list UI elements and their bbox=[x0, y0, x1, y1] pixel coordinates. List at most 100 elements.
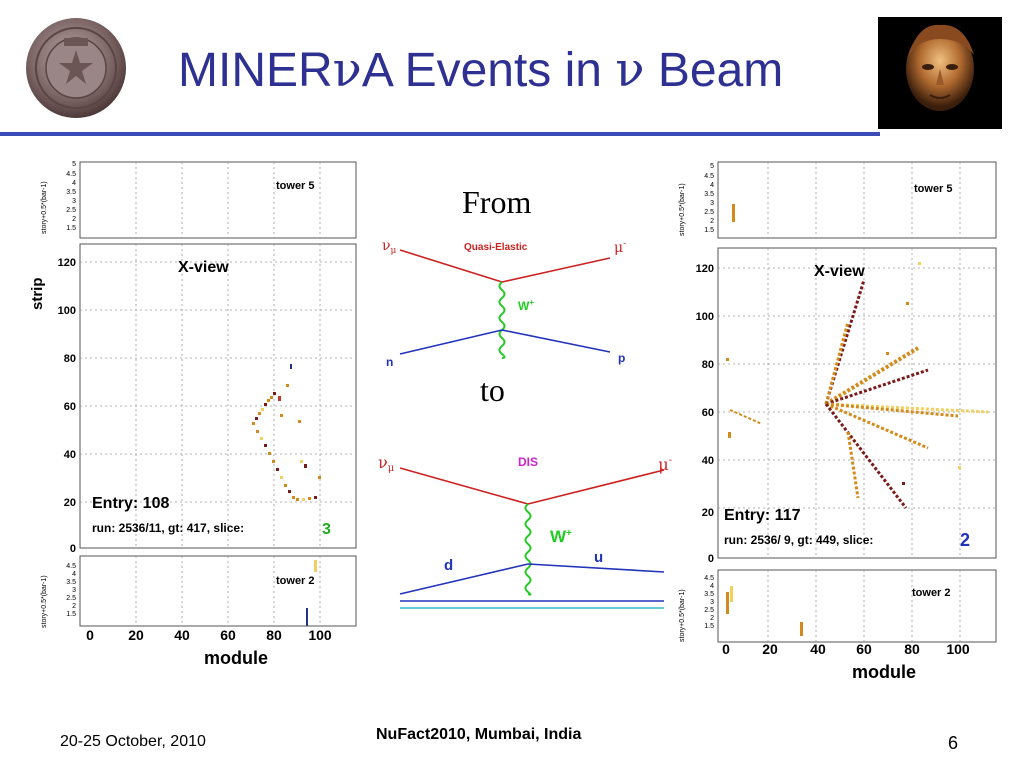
right-bottom-tower-frame bbox=[717, 569, 997, 643]
left-strip-tick: 60 bbox=[64, 401, 76, 413]
right-top-tick: 4 bbox=[710, 182, 714, 189]
left-strip-tick: 120 bbox=[58, 257, 76, 269]
right-bottom-tick: 4.5 bbox=[704, 575, 714, 582]
left-bottom-tick: 2.5 bbox=[66, 595, 76, 602]
left-top-tick: 2.5 bbox=[66, 207, 76, 214]
qe-nu: νμ bbox=[382, 238, 397, 256]
right-event-hits bbox=[726, 262, 989, 509]
left-bottom-tick: 4 bbox=[72, 571, 76, 578]
from-label: From bbox=[462, 184, 532, 220]
right-strip-tick: 80 bbox=[702, 359, 714, 371]
right-top-tick: 3 bbox=[710, 200, 714, 207]
right-bottom-tick: 3.5 bbox=[704, 591, 714, 598]
right-top-tick: 3.5 bbox=[704, 191, 714, 198]
right-tower-bottom-label: tower 2 bbox=[912, 587, 951, 599]
right-top-tick: 2 bbox=[710, 218, 714, 225]
left-strip-tick: 0 bbox=[70, 543, 76, 555]
right-bottom-tick: 4 bbox=[710, 583, 714, 590]
dis-w: W+ bbox=[550, 527, 572, 546]
dis-feynman-diagram: DIS νμ μ- W+ d u bbox=[378, 453, 672, 609]
qe-n: n bbox=[386, 355, 393, 369]
left-story-label-bottom: story+0.5*(bar-1) bbox=[41, 575, 48, 628]
dis-d: d bbox=[444, 557, 453, 574]
qe-feynman-diagram: Quasi-Elastic νμ μ- W+ n p bbox=[382, 238, 626, 369]
left-bottom-tick: 1.5 bbox=[66, 611, 76, 618]
left-module-tick: 0 bbox=[86, 627, 94, 643]
left-event-display: story+0.5*(bar-1) 5 4.5 4 3.5 3 2.5 2 1.… bbox=[29, 161, 357, 668]
left-slice-value: 3 bbox=[322, 521, 331, 538]
footer-page-number: 6 bbox=[948, 733, 959, 753]
left-top-tick: 5 bbox=[72, 161, 76, 168]
dis-label: DIS bbox=[518, 455, 538, 469]
qe-mu: μ- bbox=[614, 239, 626, 256]
left-top-tick: 3 bbox=[72, 198, 76, 205]
left-module-tick: 80 bbox=[266, 627, 282, 643]
right-module-label: module bbox=[852, 662, 916, 682]
right-strip-tick: 0 bbox=[708, 553, 714, 565]
right-run-text: run: 2536/ 9, gt: 449, slice: bbox=[724, 533, 873, 547]
left-top-tower-frame bbox=[79, 161, 357, 239]
qe-w: W+ bbox=[518, 298, 534, 313]
left-strip-label: strip bbox=[29, 277, 46, 310]
left-story-label-top: story+0.5*(bar-1) bbox=[41, 181, 48, 234]
left-top-tick: 4.5 bbox=[66, 171, 76, 178]
right-strip-tick: 60 bbox=[702, 407, 714, 419]
left-run-text: run: 2536/11, gt: 417, slice: bbox=[92, 521, 244, 535]
right-bottom-tick: 3 bbox=[710, 599, 714, 606]
right-module-tick: 40 bbox=[810, 641, 826, 657]
right-module-tick: 0 bbox=[722, 641, 730, 657]
left-entry-text: Entry: 108 bbox=[92, 495, 169, 512]
left-bottom-tower-frame bbox=[79, 555, 357, 627]
right-event-display: story+0.5*(bar-1) 5 4.5 4 3.5 3 2.5 2 1.… bbox=[679, 161, 997, 682]
right-top-tick: 5 bbox=[710, 163, 714, 170]
right-bottom-tick: 2.5 bbox=[704, 607, 714, 614]
left-module-tick: 20 bbox=[128, 627, 144, 643]
slide-title: MINERνA Events in ν Beam bbox=[178, 42, 784, 98]
university-seal-logo bbox=[26, 18, 126, 118]
left-module-tick: 40 bbox=[174, 627, 190, 643]
right-slice-value: 2 bbox=[960, 530, 970, 550]
right-module-tick: 20 bbox=[762, 641, 778, 657]
right-module-tick: 100 bbox=[946, 641, 970, 657]
left-top-tick: 2 bbox=[72, 216, 76, 223]
left-module-tick: 100 bbox=[308, 627, 332, 643]
left-strip-tick: 20 bbox=[64, 497, 76, 509]
left-bottom-tick: 4.5 bbox=[66, 563, 76, 570]
dis-mu: μ- bbox=[658, 455, 672, 474]
right-strip-tick: 40 bbox=[702, 455, 714, 467]
right-bottom-tick: 2 bbox=[710, 615, 714, 622]
minerva-head-image bbox=[878, 17, 1002, 129]
left-bottom-tick: 3.5 bbox=[66, 579, 76, 586]
left-event-hits bbox=[252, 364, 321, 501]
dis-u: u bbox=[594, 549, 603, 566]
right-entry-text: Entry: 117 bbox=[724, 507, 801, 524]
footer-venue: NuFact2010, Mumbai, India bbox=[376, 726, 582, 743]
qe-p: p bbox=[618, 351, 625, 365]
left-bottom-tick: 2 bbox=[72, 603, 76, 610]
left-bottom-tick: 3 bbox=[72, 587, 76, 594]
left-strip-tick: 100 bbox=[58, 305, 76, 317]
right-strip-tick: 100 bbox=[696, 311, 714, 323]
right-xview-label: X-view bbox=[814, 263, 865, 280]
footer-date: 20-25 October, 2010 bbox=[60, 733, 206, 750]
right-top-tick: 1.5 bbox=[704, 227, 714, 234]
left-top-tick: 4 bbox=[72, 180, 76, 187]
right-bottom-tick: 1.5 bbox=[704, 623, 714, 630]
left-strip-tick: 40 bbox=[64, 449, 76, 461]
dis-nu: νμ bbox=[378, 453, 395, 474]
left-top-tick: 1.5 bbox=[66, 225, 76, 232]
left-tower-top-label: tower 5 bbox=[276, 180, 315, 192]
right-strip-tick: 120 bbox=[696, 263, 714, 275]
left-strip-tick: 80 bbox=[64, 353, 76, 365]
left-module-tick: 60 bbox=[220, 627, 236, 643]
right-story-label-bottom: story+0.5*(bar-1) bbox=[679, 589, 686, 642]
right-module-tick: 60 bbox=[856, 641, 872, 657]
right-top-tick: 2.5 bbox=[704, 209, 714, 216]
right-top-tower-frame bbox=[717, 161, 997, 239]
left-module-label: module bbox=[204, 648, 268, 668]
title-rule bbox=[0, 132, 880, 136]
to-label: to bbox=[480, 372, 505, 408]
right-tower-top-label: tower 5 bbox=[914, 183, 953, 195]
left-xview-label: X-view bbox=[178, 259, 229, 276]
right-strip-tick: 20 bbox=[702, 507, 714, 519]
